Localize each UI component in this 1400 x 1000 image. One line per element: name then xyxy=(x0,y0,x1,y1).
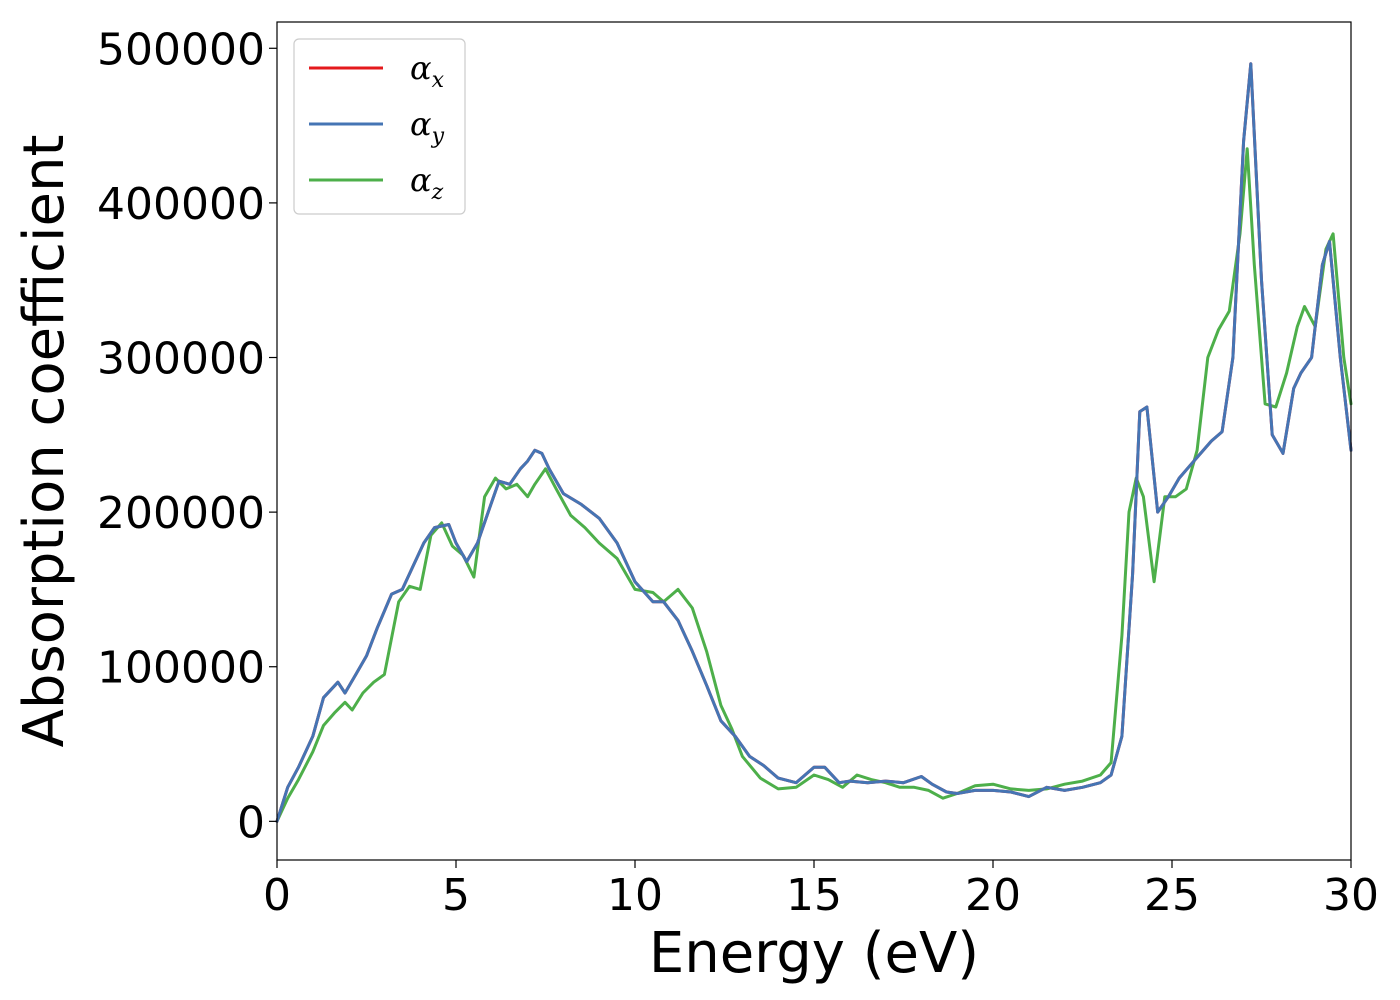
x-tick-label: 0 xyxy=(263,870,291,921)
series-line-y xyxy=(275,62,1353,823)
legend-label-y: αy xyxy=(410,105,445,149)
legend-label-z: αz xyxy=(410,161,444,205)
series-lines xyxy=(275,62,1353,823)
x-tick-label: 10 xyxy=(607,870,663,921)
series-line-z xyxy=(275,147,1353,823)
y-tick-label: 100000 xyxy=(97,643,265,694)
y-tick-label: 300000 xyxy=(97,334,265,385)
y-tick-label: 0 xyxy=(237,797,265,848)
x-tick-label: 25 xyxy=(1144,870,1200,921)
y-axis: 0 100000 200000 300000 400000 500000 xyxy=(97,24,277,848)
x-tick-label: 5 xyxy=(442,870,470,921)
x-axis: 0 5 10 15 20 25 30 xyxy=(263,860,1379,921)
legend-box xyxy=(293,38,466,215)
x-tick-label: 30 xyxy=(1323,870,1379,921)
y-tick-label: 500000 xyxy=(97,24,265,75)
y-axis-title: Absorption coefficient xyxy=(12,135,77,748)
y-tick-label: 400000 xyxy=(97,179,265,230)
legend-label-x: αx xyxy=(410,49,445,93)
y-tick-label: 200000 xyxy=(97,488,265,539)
x-axis-title: Energy (eV) xyxy=(649,921,979,986)
x-tick-label: 20 xyxy=(965,870,1021,921)
x-tick-label: 15 xyxy=(786,870,842,921)
legend: αx αy αz xyxy=(293,38,466,215)
